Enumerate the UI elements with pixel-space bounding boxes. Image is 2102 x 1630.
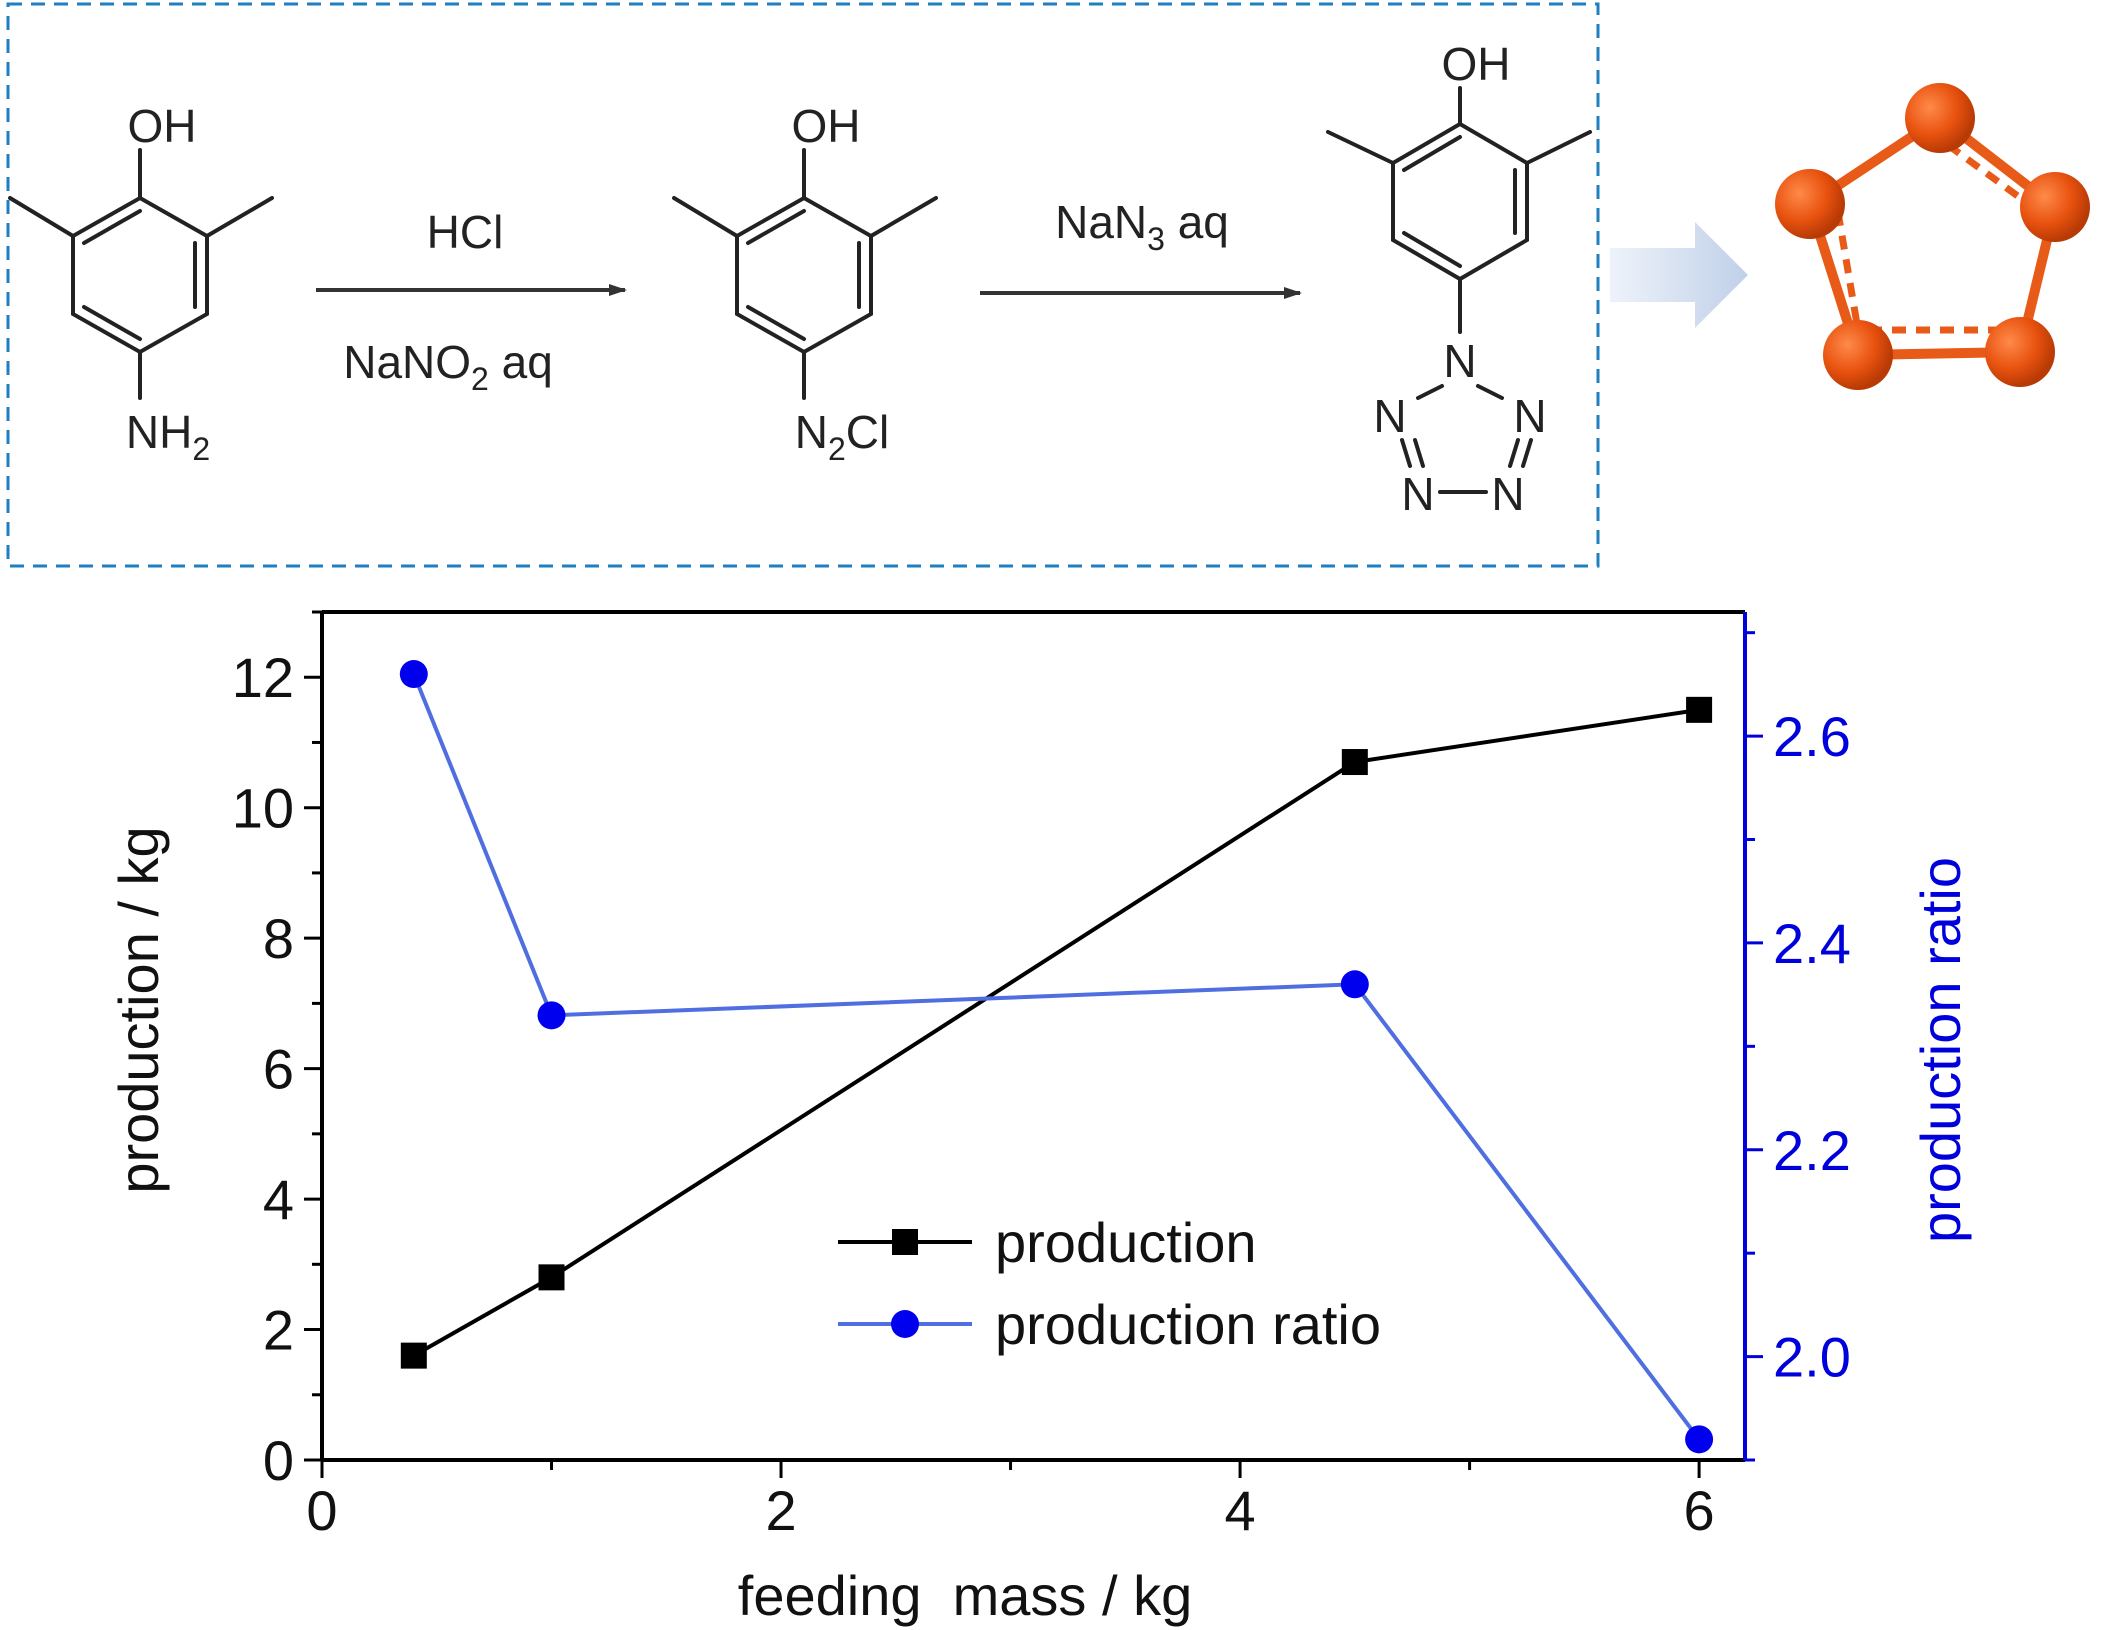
tetrazole-n1: N [1443,335,1476,387]
y-tick-label-left: 12 [232,646,294,709]
y-tick-label-left: 0 [263,1429,294,1492]
ring-atom [1823,320,1893,390]
legend-marker-production [892,1229,918,1255]
x-axis-label: feeding mass / kg [738,1564,1192,1627]
chart-legend: production production ratio [838,1211,1381,1356]
y-tick-label-left: 4 [263,1168,294,1231]
y-tick-label-left: 8 [263,907,294,970]
ring-atom [1985,317,2055,387]
scheme-box [6,2,1600,568]
y-tick-label-right: 2.6 [1773,705,1851,768]
series-line-production [412,707,1700,1358]
tetrazole-n3: N [1513,390,1546,442]
ring-atom [2020,172,2090,242]
data-point-production-ratio [537,1001,566,1030]
legend-label-production-ratio: production ratio [995,1293,1381,1356]
y-axis-label-left: production / kg [107,826,170,1193]
compound2-oh: OH [792,100,861,152]
data-point-production-ratio [1340,970,1369,999]
arrow2-reagent-above: NaN3 aq [1055,196,1229,257]
compound3-oh: OH [1442,38,1511,90]
data-point-production [400,1342,427,1369]
data-point-production-ratio [1685,1425,1714,1454]
y-tick-label-right: 2.2 [1773,1119,1851,1182]
legend-label-production: production [995,1211,1257,1274]
series-line-production-ratio [411,673,1701,1441]
data-point-production-ratio [399,660,428,689]
chart-series [399,660,1714,1454]
y-axis-label-right: production ratio [1909,857,1972,1243]
y-tick-label-right: 2.4 [1773,912,1851,975]
x-tick-label: 4 [1224,1479,1255,1542]
tetrazole-n5: N [1491,468,1524,520]
x-tick-label: 0 [306,1479,337,1542]
tetrazole-n2: N [1373,390,1406,442]
ring-atom [1775,169,1845,239]
reaction-arrow-1: HCl NaNO2 aq [316,206,627,397]
data-point-production [1686,696,1713,723]
compound-diazonium [672,148,938,400]
y-tick-label-left: 6 [263,1038,294,1101]
compound2-n2cl: N2Cl [795,406,889,467]
transition-arrow [1610,222,1748,328]
compound1-nh2: NH2 [126,406,210,467]
compound1-oh: OH [128,100,197,152]
tetrazole-n4: N [1401,468,1434,520]
y-tick-label-left: 10 [232,777,294,840]
compound-tetrazole [1326,86,1592,494]
data-point-production [538,1264,565,1291]
x-tick-label: 2 [765,1479,796,1542]
arrow1-reagent-above: HCl [427,206,504,258]
compound-aminophenol [8,148,274,400]
legend-marker-production-ratio [891,1310,919,1338]
data-point-production [1341,749,1368,776]
reaction-arrow-2: NaN3 aq [980,196,1302,299]
x-tick-label: 6 [1684,1479,1715,1542]
arrow1-reagent-below: NaNO2 aq [343,336,553,397]
chart-axes: 0 2 4 6 0 2 4 6 8 10 12 2.0 2.2 2.4 2.6 [232,610,1851,1542]
y-tick-label-right: 2.0 [1773,1326,1851,1389]
pentazole-ring-model [1775,83,2090,390]
ring-atom [1905,83,1975,153]
reaction-scheme: OH NH2 HCl NaNO2 aq OH N2Cl NaN3 aq [6,2,1600,568]
y-tick-label-left: 2 [263,1299,294,1362]
